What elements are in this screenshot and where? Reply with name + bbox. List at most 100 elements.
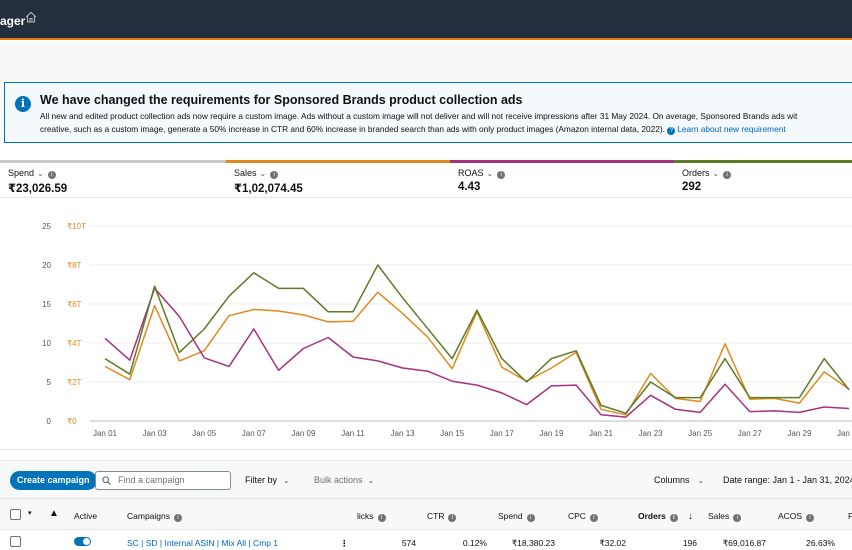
col-sales-label: Sales: [708, 511, 730, 521]
col-campaigns[interactable]: Campaigns i: [127, 511, 182, 522]
search-icon: [102, 476, 111, 485]
cell-sales: ₹69,016.87: [722, 538, 766, 548]
col-ctr-label: CTR: [427, 511, 445, 521]
alert-title: We have changed the requirements for Spo…: [40, 93, 523, 107]
x-tick-label: Jan 17: [490, 429, 515, 438]
col-clicks[interactable]: licks i: [357, 511, 386, 522]
x-tick-label: Jan 21: [589, 429, 614, 438]
cell-clicks: 574: [401, 538, 416, 548]
campaign-search-input[interactable]: Find a campaign: [95, 471, 231, 490]
metric-label-row: Sales ⌄ i: [234, 168, 279, 179]
col-ctr[interactable]: CTR i: [427, 511, 457, 522]
cell-ctr: 0.12%: [462, 538, 487, 548]
alert-line-1: All new and edited product collection ad…: [40, 111, 798, 121]
bulk-actions-dropdown[interactable]: Bulk actions ⌄: [314, 475, 374, 485]
x-tick-label: Jan 27: [738, 429, 763, 438]
y-tick-label-right: ₹8T: [67, 261, 82, 270]
chevron-down-icon[interactable]: ⌄: [259, 169, 267, 178]
performance-chart: 0 ₹0 5 ₹2T 10 ₹4T 15 ₹6T 20 ₹8T 25 ₹10T Jan 01 Jan 03…: [0, 197, 852, 450]
col-campaigns-label: Campaigns: [127, 511, 170, 521]
col-acos[interactable]: ACOS i: [778, 511, 815, 522]
x-tick-label: Jan 09: [291, 429, 316, 438]
x-tick-label: Jan 01: [93, 429, 118, 438]
cell-orders: 196: [682, 538, 697, 548]
col-clicks-label: licks: [357, 511, 374, 521]
y-tick-label-right: ₹10T: [67, 222, 86, 231]
info-icon: i: [377, 514, 386, 522]
col-cpc[interactable]: CPC i: [568, 511, 598, 522]
x-tick-label: Jan 13: [391, 429, 416, 438]
metric-cards: Spend ⌄ i ₹23,026.59 Sales ⌄ i ₹1,02,074.45 …: [0, 160, 852, 197]
chevron-down-icon: ⌄: [697, 476, 705, 485]
info-icon: i: [526, 514, 535, 522]
campaign-link[interactable]: SC | SD | Internal ASIN | Mix All | Cmp …: [127, 538, 279, 548]
date-range-picker[interactable]: Date range: Jan 1 - Jan 31, 2024: [723, 475, 852, 485]
info-icon: i: [174, 514, 182, 522]
metric-label: Spend: [8, 168, 35, 178]
active-toggle[interactable]: [74, 537, 91, 546]
info-icon: i: [47, 171, 56, 179]
chevron-down-icon[interactable]: ⌄: [712, 169, 720, 178]
row-actions-icon[interactable]: ⋮: [340, 538, 349, 548]
warning-icon: ▲: [49, 508, 59, 519]
columns-dropdown[interactable]: Columns ⌄: [654, 475, 704, 485]
learn-more-link[interactable]: Learn about new requirement: [677, 124, 786, 134]
y-tick-label-left: 10: [42, 339, 51, 348]
metric-value: ₹23,026.59: [8, 183, 68, 195]
metric-card-spend[interactable]: Spend ⌄ i ₹23,026.59: [0, 160, 226, 197]
series-line-roas: [104, 287, 850, 418]
col-active[interactable]: Active: [74, 511, 98, 521]
sort-descending-icon: ↓: [687, 511, 693, 522]
col-orders-label: Orders: [638, 511, 666, 521]
metric-label: Orders: [682, 168, 710, 178]
campaign-toolbar: Create campaign Find a campaign Filter b…: [0, 460, 852, 498]
filter-label: Filter by: [245, 475, 278, 485]
y-tick-label-right: ₹2T: [67, 378, 82, 387]
x-tick-label: Jan 05: [192, 429, 217, 438]
x-tick-label: Jan 11: [341, 429, 365, 438]
create-campaign-button[interactable]: Create campaign: [10, 471, 97, 490]
x-tick-label: Jan 03: [143, 429, 168, 438]
col-orders[interactable]: Orders i ↓: [638, 511, 693, 522]
metric-label: ROAS: [458, 168, 484, 178]
col-sales[interactable]: Sales i: [708, 511, 742, 522]
select-all-checkbox[interactable]: [10, 509, 21, 520]
y-tick-label-left: 15: [42, 300, 51, 309]
chevron-down-icon[interactable]: ⌄: [486, 169, 494, 178]
x-tick-label: Jan 25: [688, 429, 713, 438]
info-icon: i: [806, 514, 815, 522]
info-icon: i: [497, 171, 506, 179]
line-chart: 0 ₹0 5 ₹2T 10 ₹4T 15 ₹6T 20 ₹8T 25 ₹10T Jan 01 Jan 03…: [42, 222, 852, 438]
chevron-down-icon[interactable]: ▾: [28, 510, 32, 517]
y-tick-label-left: 20: [42, 261, 51, 270]
home-icon[interactable]: [24, 10, 38, 24]
y-tick-label-left: 5: [47, 378, 52, 387]
metric-card-orders[interactable]: Orders ⌄ i 292: [674, 160, 852, 197]
cell-acos: 26.63%: [806, 538, 835, 548]
info-icon: i: [15, 96, 31, 112]
col-cpc-label: CPC: [568, 511, 586, 521]
metric-card-sales[interactable]: Sales ⌄ i ₹1,02,074.45: [226, 160, 450, 197]
metric-value: ₹1,02,074.45: [234, 183, 303, 195]
cell-spend: ₹18,380.23: [511, 538, 555, 548]
table-header: ▾ ▲ Active Campaigns i licks i CTR i Spend i…: [0, 498, 852, 530]
info-icon: i: [669, 514, 678, 522]
col-more[interactable]: F: [848, 511, 852, 521]
bulk-label: Bulk actions: [314, 475, 363, 485]
info-icon: i: [723, 171, 732, 179]
chevron-down-icon: ⌄: [283, 476, 290, 485]
metric-label-row: ROAS ⌄ i: [458, 168, 506, 179]
col-spend[interactable]: Spend i: [498, 511, 535, 522]
y-tick-label-left: 25: [42, 222, 51, 231]
metric-card-roas[interactable]: ROAS ⌄ i 4.43: [450, 160, 674, 197]
metric-value: 292: [682, 181, 702, 193]
info-icon: i: [448, 514, 457, 522]
x-tick-label: Jan 23: [639, 429, 664, 438]
chevron-down-icon: ⌄: [367, 476, 375, 485]
filter-by-dropdown[interactable]: Filter by ⌄: [245, 475, 290, 485]
chevron-down-icon[interactable]: ⌄: [37, 169, 44, 178]
cell-cpc: ₹32.02: [599, 538, 626, 548]
metric-value: 4.43: [458, 181, 481, 193]
page-spacer: [0, 42, 852, 82]
row-checkbox[interactable]: [10, 536, 21, 547]
